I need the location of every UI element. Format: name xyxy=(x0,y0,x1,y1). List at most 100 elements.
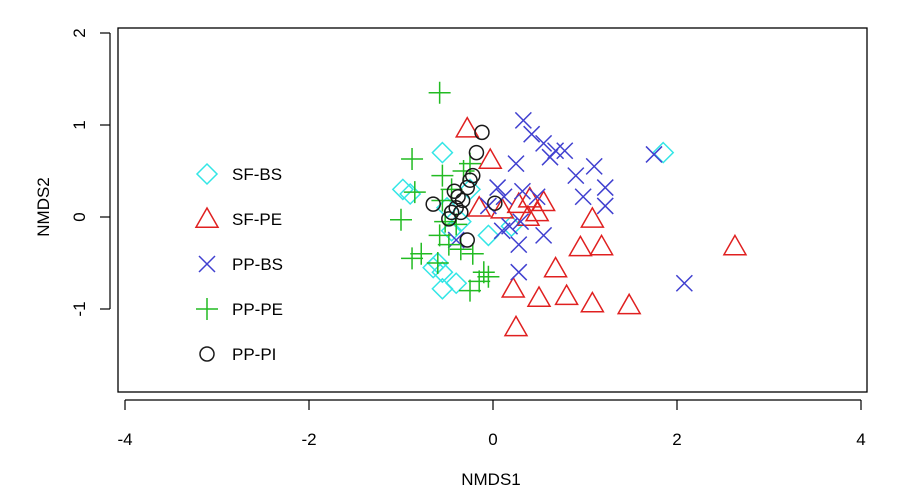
data-point xyxy=(722,233,748,256)
data-point xyxy=(428,224,451,247)
data-point xyxy=(441,211,457,227)
data-point xyxy=(556,142,574,160)
data-point xyxy=(401,148,424,171)
data-point xyxy=(428,81,451,104)
y-axis: -1 0 1 2 xyxy=(70,28,111,317)
data-point xyxy=(531,189,556,212)
data-point xyxy=(401,247,424,270)
data-point xyxy=(554,283,579,306)
data-point xyxy=(437,233,460,256)
y-tick-label: 1 xyxy=(70,120,89,129)
data-point xyxy=(495,188,513,206)
data-point xyxy=(568,234,593,257)
data-point xyxy=(512,213,530,231)
data-point xyxy=(585,157,603,175)
data-point xyxy=(487,195,503,211)
data-point xyxy=(616,292,642,315)
data-point xyxy=(391,178,414,201)
data-point xyxy=(477,224,500,247)
data-point xyxy=(431,189,454,212)
data-point xyxy=(589,233,614,256)
data-point xyxy=(567,167,585,185)
data-point xyxy=(468,144,485,161)
data-point xyxy=(523,125,541,143)
y-tick-label: -1 xyxy=(70,301,89,316)
x-tick-label: -2 xyxy=(301,430,316,449)
legend-item-sf-bs: SF-BS xyxy=(195,162,282,186)
data-point xyxy=(425,196,441,212)
data-point xyxy=(489,179,507,197)
data-point xyxy=(399,182,422,206)
x-axis-label: NMDS1 xyxy=(461,470,521,489)
data-point xyxy=(543,256,568,278)
series-pp-pi xyxy=(425,124,503,248)
y-axis-label: NMDS2 xyxy=(34,177,53,237)
series-pp-pe xyxy=(390,81,500,302)
data-point xyxy=(431,141,454,164)
data-point xyxy=(454,116,480,138)
data-point xyxy=(503,314,529,337)
legend-item-sf-pe: SF-PE xyxy=(194,206,282,229)
legend-symbol xyxy=(196,298,218,320)
data-point xyxy=(510,263,528,281)
series-sf-pe xyxy=(454,116,748,337)
data-point xyxy=(426,252,449,274)
legend-item-pp-bs: PP-BS xyxy=(198,255,283,274)
data-point xyxy=(514,111,532,129)
data-point xyxy=(528,188,546,206)
data-point xyxy=(574,188,592,206)
data-point xyxy=(431,261,454,284)
data-point xyxy=(453,204,469,221)
data-point xyxy=(510,236,528,254)
legend-symbol xyxy=(198,255,216,273)
y-tick-label: 2 xyxy=(70,28,89,37)
data-point xyxy=(461,242,484,265)
data-point xyxy=(596,179,614,197)
series-pp-bs xyxy=(447,111,693,292)
legend-symbol xyxy=(195,162,219,186)
data-point xyxy=(506,191,532,214)
data-point xyxy=(477,147,503,169)
legend-label: PP-PE xyxy=(232,300,283,319)
plot-area xyxy=(117,27,868,393)
data-point xyxy=(507,155,525,173)
data-point xyxy=(517,186,543,208)
legend-label: SF-BS xyxy=(232,165,282,184)
data-points xyxy=(390,81,748,337)
data-point xyxy=(652,141,675,164)
legend-label: PP-BS xyxy=(232,255,283,274)
legend: SF-BS SF-PE PP-BS PP-PE PP-PI xyxy=(194,162,283,364)
data-point xyxy=(459,232,475,248)
legend-label: PP-PI xyxy=(232,345,276,364)
legend-item-pp-pi: PP-PI xyxy=(199,345,276,364)
data-point xyxy=(580,290,605,313)
data-point xyxy=(410,242,433,265)
data-point xyxy=(474,124,490,141)
legend-symbol xyxy=(194,206,220,228)
x-tick-label: 4 xyxy=(856,430,865,449)
data-point xyxy=(450,189,466,205)
data-point xyxy=(445,272,468,295)
y-tick-label: 0 xyxy=(70,212,89,221)
x-tick-label: 0 xyxy=(488,430,497,449)
data-point xyxy=(448,200,464,216)
legend-symbol xyxy=(199,346,215,362)
data-point xyxy=(501,217,519,235)
data-point xyxy=(596,197,614,215)
legend-label: SF-PE xyxy=(232,210,282,229)
data-point xyxy=(468,270,491,293)
data-point xyxy=(493,222,511,240)
data-point xyxy=(675,274,693,292)
data-point xyxy=(580,206,605,228)
legend-item-pp-pe: PP-PE xyxy=(196,298,283,320)
x-tick-label: 2 xyxy=(672,430,681,449)
data-point xyxy=(403,181,426,204)
data-point xyxy=(466,195,492,217)
data-point xyxy=(513,182,531,200)
data-point xyxy=(535,134,553,152)
data-point xyxy=(500,276,526,298)
data-point xyxy=(526,285,552,307)
data-point xyxy=(645,145,663,163)
data-point xyxy=(472,261,495,284)
